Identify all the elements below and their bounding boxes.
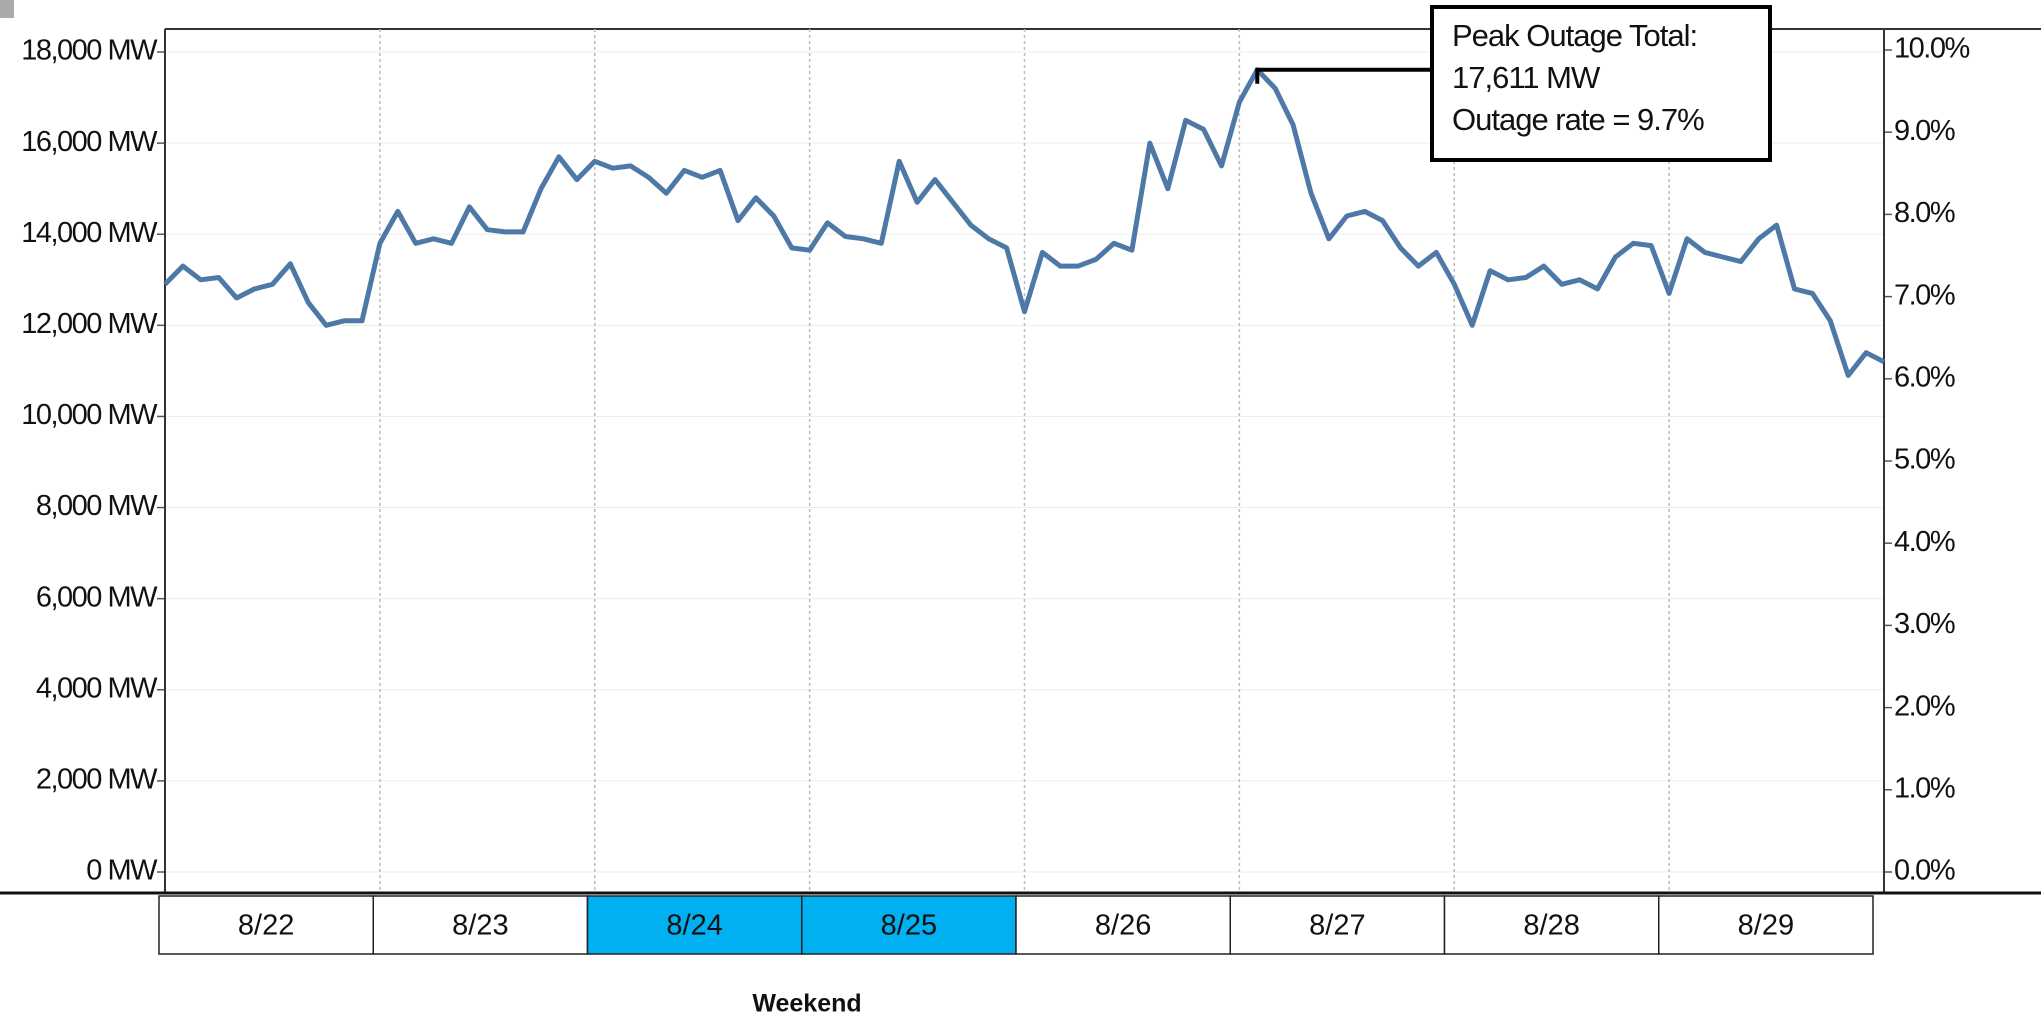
y2-tick-label: 9.0%	[1894, 115, 1955, 147]
x-tick-label: 8/23	[452, 910, 508, 942]
day-box	[1658, 895, 1874, 955]
day-box	[1229, 895, 1446, 955]
y2-tick-label: 6.0%	[1894, 361, 1955, 393]
y2-tick-label: 3.0%	[1894, 608, 1955, 640]
x-tick-label: 8/22	[238, 910, 294, 942]
x-tick-label: 8/24	[666, 910, 722, 942]
y-tick-label: 16,000 MW	[21, 126, 158, 158]
annotation-connector	[1255, 67, 1432, 84]
y2-tick-label: 2.0%	[1894, 690, 1955, 722]
x-tick-label: 8/27	[1309, 910, 1365, 942]
x-tick-label: 8/25	[881, 910, 937, 942]
annotation-text: 17,611 MW	[1452, 60, 1601, 95]
annotation-text: Peak Outage Total:	[1452, 18, 1697, 53]
y-tick-label: 12,000 MW	[21, 308, 158, 340]
x-tick-label: 8/28	[1523, 910, 1579, 942]
day-box	[158, 895, 374, 955]
day-box	[801, 895, 1017, 955]
day-box	[586, 895, 803, 955]
y-tick-label: 6,000 MW	[36, 581, 158, 613]
corner-mark	[0, 0, 14, 18]
y2-tick-label: 0.0%	[1894, 855, 1955, 887]
day-box	[1443, 895, 1660, 955]
annotation-text: Outage rate = 9.7%	[1452, 102, 1704, 137]
y-tick-label: 8,000 MW	[36, 490, 158, 522]
y-tick-label: 0 MW	[86, 855, 158, 887]
y2-tick-label: 5.0%	[1894, 444, 1955, 476]
y-tick-label: 18,000 MW	[21, 35, 158, 67]
x-tick-label: 8/26	[1095, 910, 1151, 942]
y-tick-label: 2,000 MW	[36, 764, 158, 796]
y2-tick-label: 8.0%	[1894, 197, 1955, 229]
y-tick-label: 10,000 MW	[21, 399, 158, 431]
x-tick-label: 8/29	[1738, 910, 1794, 942]
annotation-box	[1430, 5, 1772, 162]
y2-tick-label: 4.0%	[1894, 526, 1955, 558]
day-box	[1015, 895, 1231, 955]
weekend-label: Weekend	[752, 990, 861, 1018]
series-line	[163, 67, 1886, 378]
y-tick-label: 4,000 MW	[36, 672, 158, 704]
y2-tick-label: 10.0%	[1894, 33, 1969, 65]
y-tick-label: 14,000 MW	[21, 217, 158, 249]
day-box	[372, 895, 589, 955]
y2-tick-label: 7.0%	[1894, 279, 1955, 311]
y2-tick-label: 1.0%	[1894, 772, 1955, 804]
